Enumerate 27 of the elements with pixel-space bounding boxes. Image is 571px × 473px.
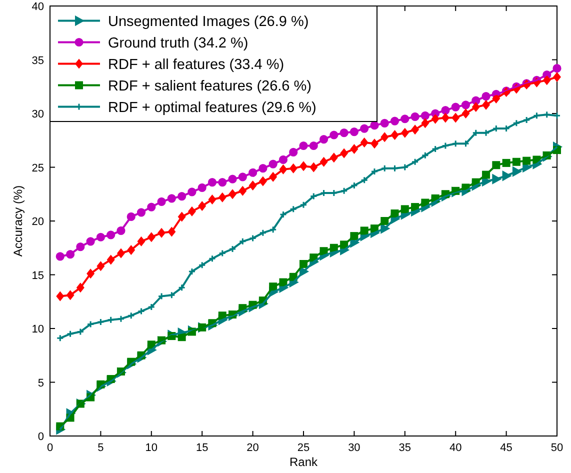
y-axis-title: Accuracy (%) <box>11 185 25 257</box>
y-tick-label: 35 <box>32 54 44 67</box>
x-tick-label: 0 <box>46 442 54 454</box>
x-tick-label: 10 <box>145 442 158 454</box>
x-tick-label: 20 <box>246 442 259 454</box>
y-tick-label: 5 <box>38 377 44 390</box>
x-tick-label: 25 <box>297 442 310 454</box>
legend-label: RDF + optimal features (29.6 %) <box>108 100 316 116</box>
x-tick-label: 5 <box>98 442 104 454</box>
y-tick-label: 15 <box>32 270 44 282</box>
x-tick-label: 40 <box>449 442 462 454</box>
x-tick-label: 50 <box>550 442 564 454</box>
x-tick-label: 15 <box>196 442 208 454</box>
x-tick-label: 45 <box>500 442 512 454</box>
y-tick-label: 30 <box>32 108 44 120</box>
y-tick-label: 25 <box>32 162 44 174</box>
x-tick-label: 30 <box>348 442 360 454</box>
y-tick-label: 0 <box>38 431 44 443</box>
y-tick-label: 20 <box>32 216 44 228</box>
x-axis-title: Rank <box>289 455 319 469</box>
legend-label: Ground truth (34.2 %) <box>108 35 248 52</box>
x-tick-label: 35 <box>398 442 412 454</box>
y-tick-label: 10 <box>32 324 44 336</box>
legend-label: Unsegmented Images (26.9 %) <box>108 14 309 30</box>
legend-label: RDF + all features (33.4 %) <box>108 56 284 73</box>
y-tick-label: 40 <box>32 1 44 13</box>
legend-label: RDF + salient features (26.6 %) <box>108 78 312 94</box>
